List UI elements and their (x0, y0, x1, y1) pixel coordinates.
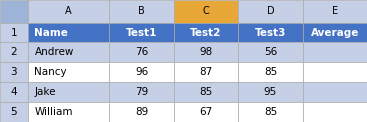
Bar (238, 82, 303, 102)
Bar (109, 82, 174, 102)
Text: B: B (138, 6, 145, 16)
Bar (303, 42, 367, 62)
Bar (303, 62, 367, 82)
Text: 96: 96 (135, 67, 148, 77)
Bar (238, 23, 303, 42)
Bar (303, 0, 367, 23)
Text: Test1: Test1 (126, 28, 157, 37)
Bar (109, 42, 174, 62)
Bar (238, 102, 303, 122)
Text: 4: 4 (11, 87, 17, 97)
Bar (303, 23, 367, 42)
Text: 2: 2 (11, 47, 17, 57)
Text: 87: 87 (199, 67, 212, 77)
Text: 76: 76 (135, 47, 148, 57)
Bar (174, 23, 238, 42)
Text: Andrew: Andrew (34, 47, 74, 57)
Bar (174, 62, 238, 82)
Bar (0, 102, 28, 122)
Text: Jake: Jake (34, 87, 56, 97)
Text: Test3: Test3 (255, 28, 286, 37)
Text: 1: 1 (11, 28, 17, 37)
Bar (238, 0, 303, 23)
Bar (109, 0, 174, 23)
Bar (303, 102, 367, 122)
Text: Test2: Test2 (190, 28, 222, 37)
Text: 98: 98 (199, 47, 212, 57)
Text: 85: 85 (264, 107, 277, 117)
Text: William: William (34, 107, 73, 117)
Text: Nancy: Nancy (34, 67, 67, 77)
Bar (109, 102, 174, 122)
Bar (174, 42, 238, 62)
Text: Name: Name (34, 28, 68, 37)
Bar (174, 0, 238, 23)
Text: 3: 3 (11, 67, 17, 77)
Bar (174, 102, 238, 122)
Text: 95: 95 (264, 87, 277, 97)
Bar (28, 23, 109, 42)
Text: C: C (203, 6, 210, 16)
Bar (303, 82, 367, 102)
Text: A: A (65, 6, 72, 16)
Text: D: D (266, 6, 274, 16)
Text: 5: 5 (11, 107, 17, 117)
Bar (238, 42, 303, 62)
Bar (0, 82, 28, 102)
Bar (28, 62, 109, 82)
Text: 79: 79 (135, 87, 148, 97)
Bar (0, 62, 28, 82)
Bar (0, 23, 28, 42)
Bar (28, 82, 109, 102)
Text: 67: 67 (199, 107, 212, 117)
Text: 56: 56 (264, 47, 277, 57)
Bar (28, 42, 109, 62)
Text: E: E (332, 6, 338, 16)
Text: 89: 89 (135, 107, 148, 117)
Text: 85: 85 (264, 67, 277, 77)
Bar (28, 102, 109, 122)
Bar (0, 42, 28, 62)
Bar (0, 0, 28, 23)
Bar (238, 62, 303, 82)
Bar (174, 82, 238, 102)
Bar (109, 62, 174, 82)
Text: Average: Average (310, 28, 359, 37)
Bar (28, 0, 109, 23)
Bar (109, 23, 174, 42)
Text: 85: 85 (199, 87, 212, 97)
